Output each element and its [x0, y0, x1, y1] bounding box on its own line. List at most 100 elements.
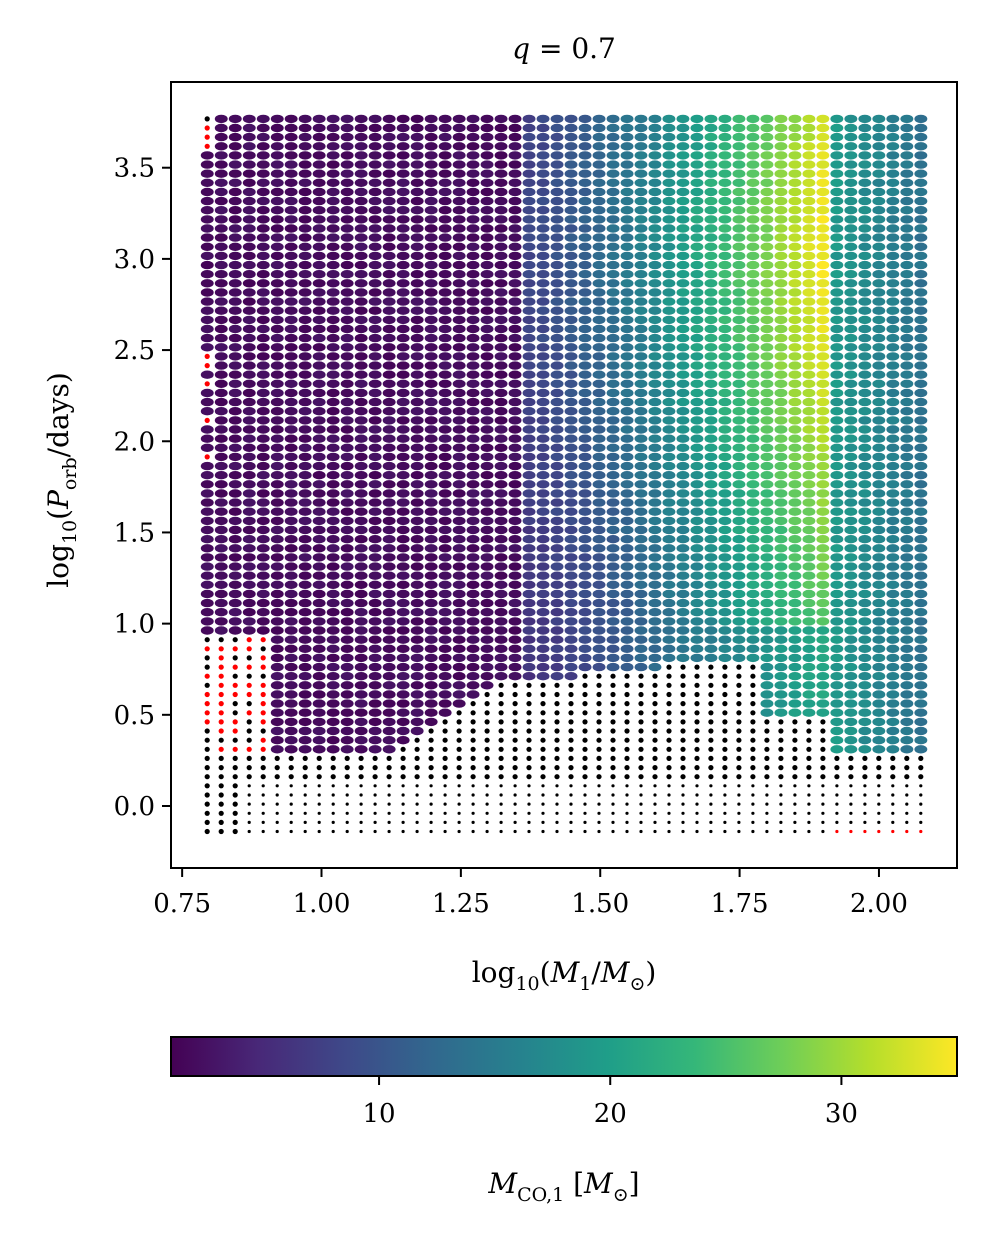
grid-cell — [410, 388, 424, 398]
grid-cell — [522, 644, 536, 653]
grid-cell — [536, 434, 550, 443]
grid-cell — [466, 169, 480, 178]
failed-marker — [624, 755, 630, 762]
grid-cell — [690, 151, 704, 160]
grid-cell — [830, 644, 844, 653]
grid-cell — [704, 123, 718, 133]
grid-cell — [452, 142, 466, 151]
grid-cell — [900, 553, 914, 562]
failed-marker — [737, 802, 741, 806]
grid-cell — [788, 480, 802, 489]
grid-cell — [242, 187, 256, 197]
grid-cell — [858, 644, 872, 653]
grid-cell — [550, 297, 564, 306]
grid-cell — [298, 233, 312, 242]
failed-marker — [807, 811, 811, 815]
grid-cell — [578, 196, 592, 206]
grid-cell — [256, 461, 270, 471]
grid-cell — [746, 434, 760, 443]
grid-cell — [718, 206, 732, 215]
grid-cell — [802, 224, 816, 233]
grid-cell — [592, 151, 606, 160]
grid-cell — [578, 535, 592, 544]
grid-cell — [634, 471, 648, 480]
grid-cell — [676, 608, 690, 617]
grid-cell — [914, 662, 928, 672]
failed-marker — [540, 728, 546, 734]
failed-marker — [638, 682, 644, 688]
grid-cell — [536, 251, 550, 261]
grid-cell — [718, 471, 732, 480]
grid-cell — [704, 187, 718, 197]
grid-cell — [312, 525, 326, 535]
failed-marker — [554, 774, 560, 780]
failed-marker — [387, 784, 391, 788]
failed-marker — [681, 793, 685, 797]
grid-cell — [858, 343, 872, 352]
failed-marker — [527, 829, 531, 834]
grid-cell — [550, 498, 564, 507]
grid-cell — [410, 132, 424, 142]
grid-cell — [802, 142, 816, 151]
failed-marker — [498, 737, 504, 743]
grid-cell — [900, 187, 914, 197]
grid-cell — [214, 123, 228, 133]
grid-cell — [830, 662, 844, 672]
grid-cell — [704, 553, 718, 562]
grid-cell — [494, 333, 508, 343]
grid-cell — [410, 425, 424, 434]
grid-cell — [830, 699, 844, 708]
grid-cell — [312, 397, 326, 407]
grid-cell — [788, 361, 802, 370]
failed-marker — [765, 802, 769, 806]
grid-cell — [816, 672, 830, 681]
grid-cell — [214, 343, 228, 352]
grid-cell — [424, 288, 438, 297]
failed-marker — [317, 811, 321, 815]
grid-cell — [788, 662, 802, 672]
grid-cell — [550, 333, 564, 343]
grid-cell — [382, 589, 396, 599]
failed-marker — [848, 765, 854, 771]
grid-cell — [886, 726, 900, 736]
grid-cell — [564, 425, 578, 434]
grid-cell — [508, 370, 522, 379]
grid-cell — [522, 553, 536, 562]
grid-cell — [914, 297, 928, 306]
grid-cell — [284, 333, 298, 343]
grid-cell — [508, 525, 522, 535]
grid-cell — [354, 535, 368, 544]
grid-cell — [662, 123, 676, 133]
grid-cell — [396, 352, 410, 361]
grid-cell — [424, 699, 438, 708]
grid-cell — [298, 114, 312, 124]
grid-cell — [522, 251, 536, 261]
grid-cell — [270, 242, 284, 251]
grid-cell — [536, 507, 550, 516]
failed-marker — [736, 710, 742, 716]
grid-cell — [228, 169, 242, 178]
grid-cell — [872, 306, 886, 315]
failed-marker — [274, 774, 280, 780]
failed-marker — [429, 811, 433, 815]
grid-cell — [326, 571, 340, 580]
grid-cell — [886, 471, 900, 480]
failed-marker — [583, 784, 587, 788]
failed-marker — [204, 691, 210, 698]
grid-cell — [242, 196, 256, 206]
grid-cell — [704, 580, 718, 589]
grid-cell — [270, 471, 284, 480]
grid-cell — [858, 525, 872, 535]
grid-cell — [634, 142, 648, 151]
grid-cell — [844, 315, 858, 325]
grid-cell — [242, 480, 256, 489]
grid-cell — [522, 361, 536, 370]
grid-cell — [718, 315, 732, 325]
grid-cell — [326, 562, 340, 571]
grid-cell — [900, 434, 914, 443]
grid-cell — [340, 324, 354, 334]
grid-cell — [298, 352, 312, 361]
grid-cell — [578, 114, 592, 124]
grid-cell — [844, 745, 858, 754]
grid-cell — [466, 352, 480, 361]
